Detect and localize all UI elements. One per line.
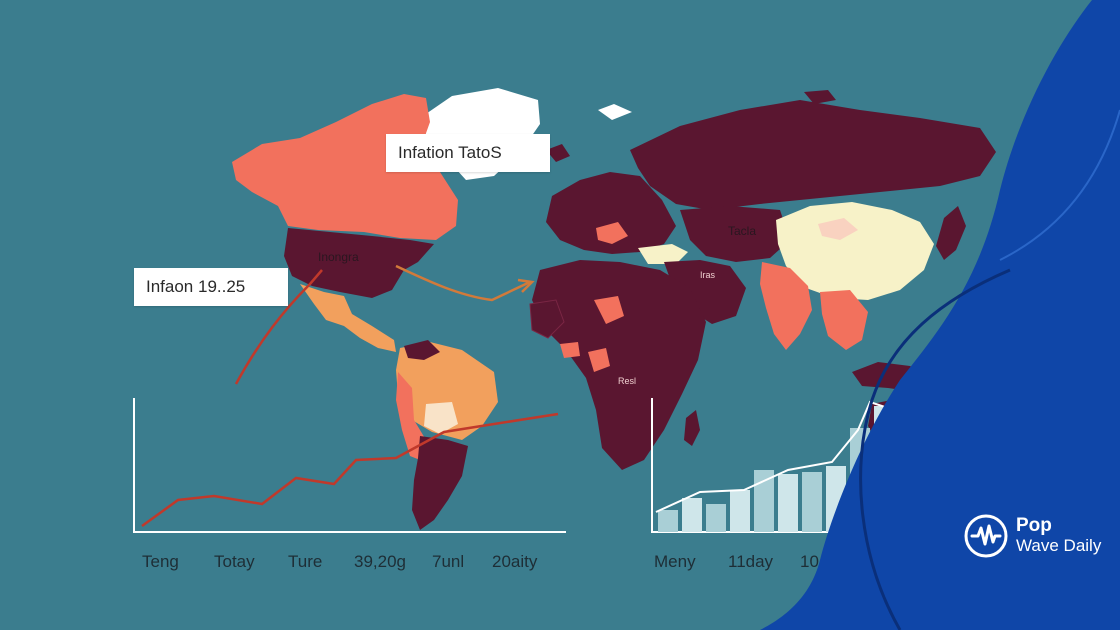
trend-arrow-atlantic [395,264,531,302]
region-europe [546,172,676,254]
region-venezuela [404,340,440,360]
region-turkey [638,244,688,264]
region-madagascar [684,410,700,446]
region-svalbard [598,104,632,120]
map-label-usa: Inongra [318,250,359,264]
map-label-africa: Resl [618,376,637,386]
region-india [760,262,812,350]
brand-text: Pop Wave Daily [1016,516,1101,556]
brand-logo: Pop Wave Daily [964,514,1101,558]
left-chart-x-label: 20aity [492,552,538,571]
left-chart-x-label: Ture [288,552,323,571]
brand-line-1: Pop [1016,515,1052,536]
map-label-mideast: Iras [700,270,716,280]
brand-line-2: Wave Daily [1016,536,1102,555]
right-chart-x-label: Meny [654,552,696,571]
region-europe-accent [596,222,628,244]
region-africa-accent [594,296,624,324]
region-africa-accent-3 [560,342,580,358]
left-chart-axes [133,398,566,533]
region-south-america-north [396,342,498,440]
right-chart-x-label: 11day [728,552,774,571]
right-chart-trend [655,400,901,513]
region-japan [936,206,966,260]
left-chart-x-label: 39,20g [354,552,406,571]
right-chart-bar [706,504,726,532]
right-chart-x-label: 10 [800,552,819,571]
region-usa [284,228,434,298]
callout-left: Infaon 19..25 [134,268,288,306]
left-chart-x-label: 7unl [432,552,465,571]
region-africa [532,260,706,470]
region-southeast-asia [820,290,868,350]
right-chart-bar [778,474,798,532]
waveform-icon [964,514,1008,558]
region-south-america-south [412,436,468,530]
region-arctic-islands [804,90,836,104]
region-south-america-west [396,372,426,460]
map-label-china: Tacla [728,224,757,238]
left-chart-x-label: Teng [142,552,179,571]
region-africa-accent-2 [588,348,610,372]
region-canada [232,94,458,240]
right-chart-bar [754,470,774,532]
brand-wave-panel [760,0,1120,630]
trend-arrow-atlantic-head [517,278,535,293]
callout-top: Infation TatoS [386,134,550,172]
brand-wave-line [859,268,1011,630]
brand-wave-line-2 [999,109,1120,261]
trend-arrow-americas [234,269,323,385]
region-mexico [300,284,396,352]
region-china-accent [818,218,858,240]
region-middle-east [664,260,746,324]
region-china [776,202,934,300]
right-chart-bar [682,498,702,532]
region-brazil-inner [424,402,458,434]
left-chart-line [141,412,559,528]
right-chart-bar [802,472,822,532]
right-chart-bar [730,490,750,532]
region-central-asia [680,206,790,262]
region-africa-west-accent [529,299,565,339]
region-russia [630,100,996,210]
region-iceland [546,144,570,162]
left-chart-x-label: Totay [214,552,255,571]
right-chart-bar [658,510,678,532]
